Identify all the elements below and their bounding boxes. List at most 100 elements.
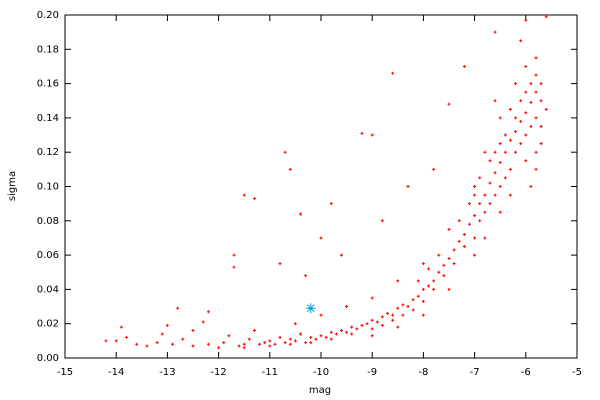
scatter-point <box>283 150 287 154</box>
scatter-point <box>447 102 451 106</box>
scatter-point <box>544 107 548 111</box>
scatter-point <box>529 124 533 128</box>
scatter-point <box>473 193 477 197</box>
scatter-point <box>176 306 180 310</box>
scatter-point <box>493 30 497 34</box>
scatter-point <box>539 82 543 86</box>
scatter-point <box>508 138 512 142</box>
scatter-point <box>427 284 431 288</box>
scatter-point <box>319 236 323 240</box>
scatter-point <box>309 335 313 339</box>
scatter-point <box>519 99 523 103</box>
scatter-point <box>370 296 374 300</box>
scatter-point <box>421 287 425 291</box>
scatter-point <box>304 341 308 345</box>
scatter-point <box>406 305 410 309</box>
scatter-point <box>114 339 118 343</box>
scatter-point <box>524 64 528 68</box>
x-tick-label: -5 <box>572 367 582 378</box>
scatter-point <box>432 287 436 291</box>
scatter-point <box>473 253 477 257</box>
scatter-point <box>370 334 374 338</box>
scatter-point <box>508 107 512 111</box>
scatter-point <box>206 342 210 346</box>
scatter-point <box>391 313 395 317</box>
scatter-point <box>421 313 425 317</box>
scatter-point <box>380 315 384 319</box>
scatter-point <box>539 124 543 128</box>
scatter-point <box>222 341 226 345</box>
scatter-point <box>467 202 471 206</box>
scatter-point <box>452 262 456 266</box>
scatter-point <box>452 248 456 252</box>
scatter-point <box>288 337 292 341</box>
scatter-point <box>462 245 466 249</box>
scatter-point <box>247 337 251 341</box>
scatter-point <box>473 214 477 218</box>
scatter-point <box>252 329 256 333</box>
x-tick-label: -13 <box>159 367 175 378</box>
scatter-point <box>442 263 446 267</box>
scatter-point <box>360 323 364 327</box>
scatter-point <box>447 287 451 291</box>
scatter-point <box>498 160 502 164</box>
scatter-point <box>365 322 369 326</box>
scatter-point <box>345 330 349 334</box>
scatter-point <box>514 150 518 154</box>
scatter-point <box>539 142 543 146</box>
scatter-point <box>493 171 497 175</box>
scatter-point <box>514 130 518 134</box>
scatter-point <box>406 185 410 188</box>
scatter-point <box>503 176 507 180</box>
scatter-point <box>305 303 316 314</box>
x-axis-label: mag <box>309 385 331 396</box>
scatter-point <box>514 82 518 86</box>
scatter-point <box>360 131 364 135</box>
scatter-point <box>309 341 313 345</box>
scatter-point <box>524 18 528 22</box>
scatter-point <box>339 253 343 257</box>
scatter-point <box>437 253 441 257</box>
scatter-point <box>329 337 333 341</box>
scatter-point <box>386 311 390 315</box>
x-tick-label: -7 <box>470 367 480 378</box>
scatter-point <box>155 341 159 345</box>
scatter-point <box>508 167 512 171</box>
scatter-point <box>503 150 507 154</box>
scatter-point <box>304 274 308 278</box>
scatter-point <box>380 323 384 327</box>
scatter-point <box>488 202 492 206</box>
x-tick-label: -14 <box>108 367 124 378</box>
scatter-point <box>201 320 205 324</box>
scatter-point <box>232 265 236 269</box>
scatter-point <box>278 335 282 339</box>
scatter-point <box>370 327 374 331</box>
scatter-point <box>462 233 466 237</box>
scatter-point <box>488 159 492 163</box>
scatter-point <box>145 344 149 348</box>
y-tick-label: 0.04 <box>37 284 59 295</box>
scatter-point <box>473 236 477 240</box>
scatter-point <box>498 142 502 146</box>
scatter-point <box>539 99 543 103</box>
y-tick-label: 0.00 <box>37 353 59 364</box>
scatter-point <box>401 303 405 307</box>
scatter-point <box>171 342 175 346</box>
y-tick-label: 0.06 <box>37 250 59 261</box>
scatter-point <box>519 119 523 123</box>
scatter-point <box>524 111 528 115</box>
scatter-point <box>268 339 272 343</box>
scatter-point <box>288 342 292 346</box>
scatter-point <box>242 193 246 197</box>
scatter-point <box>242 346 246 350</box>
x-tick-label: -8 <box>418 367 428 378</box>
scatter-point <box>181 337 185 341</box>
scatter-point <box>457 239 461 243</box>
x-tick-label: -11 <box>262 367 278 378</box>
y-tick-label: 0.08 <box>37 216 59 227</box>
scatter-point <box>411 298 415 302</box>
scatter-point <box>457 219 461 223</box>
scatter-point <box>329 330 333 334</box>
scatter-point <box>319 334 323 338</box>
